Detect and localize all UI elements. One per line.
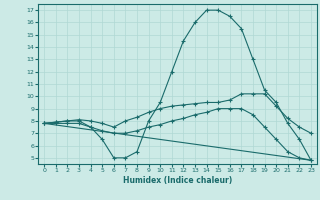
X-axis label: Humidex (Indice chaleur): Humidex (Indice chaleur)	[123, 176, 232, 185]
